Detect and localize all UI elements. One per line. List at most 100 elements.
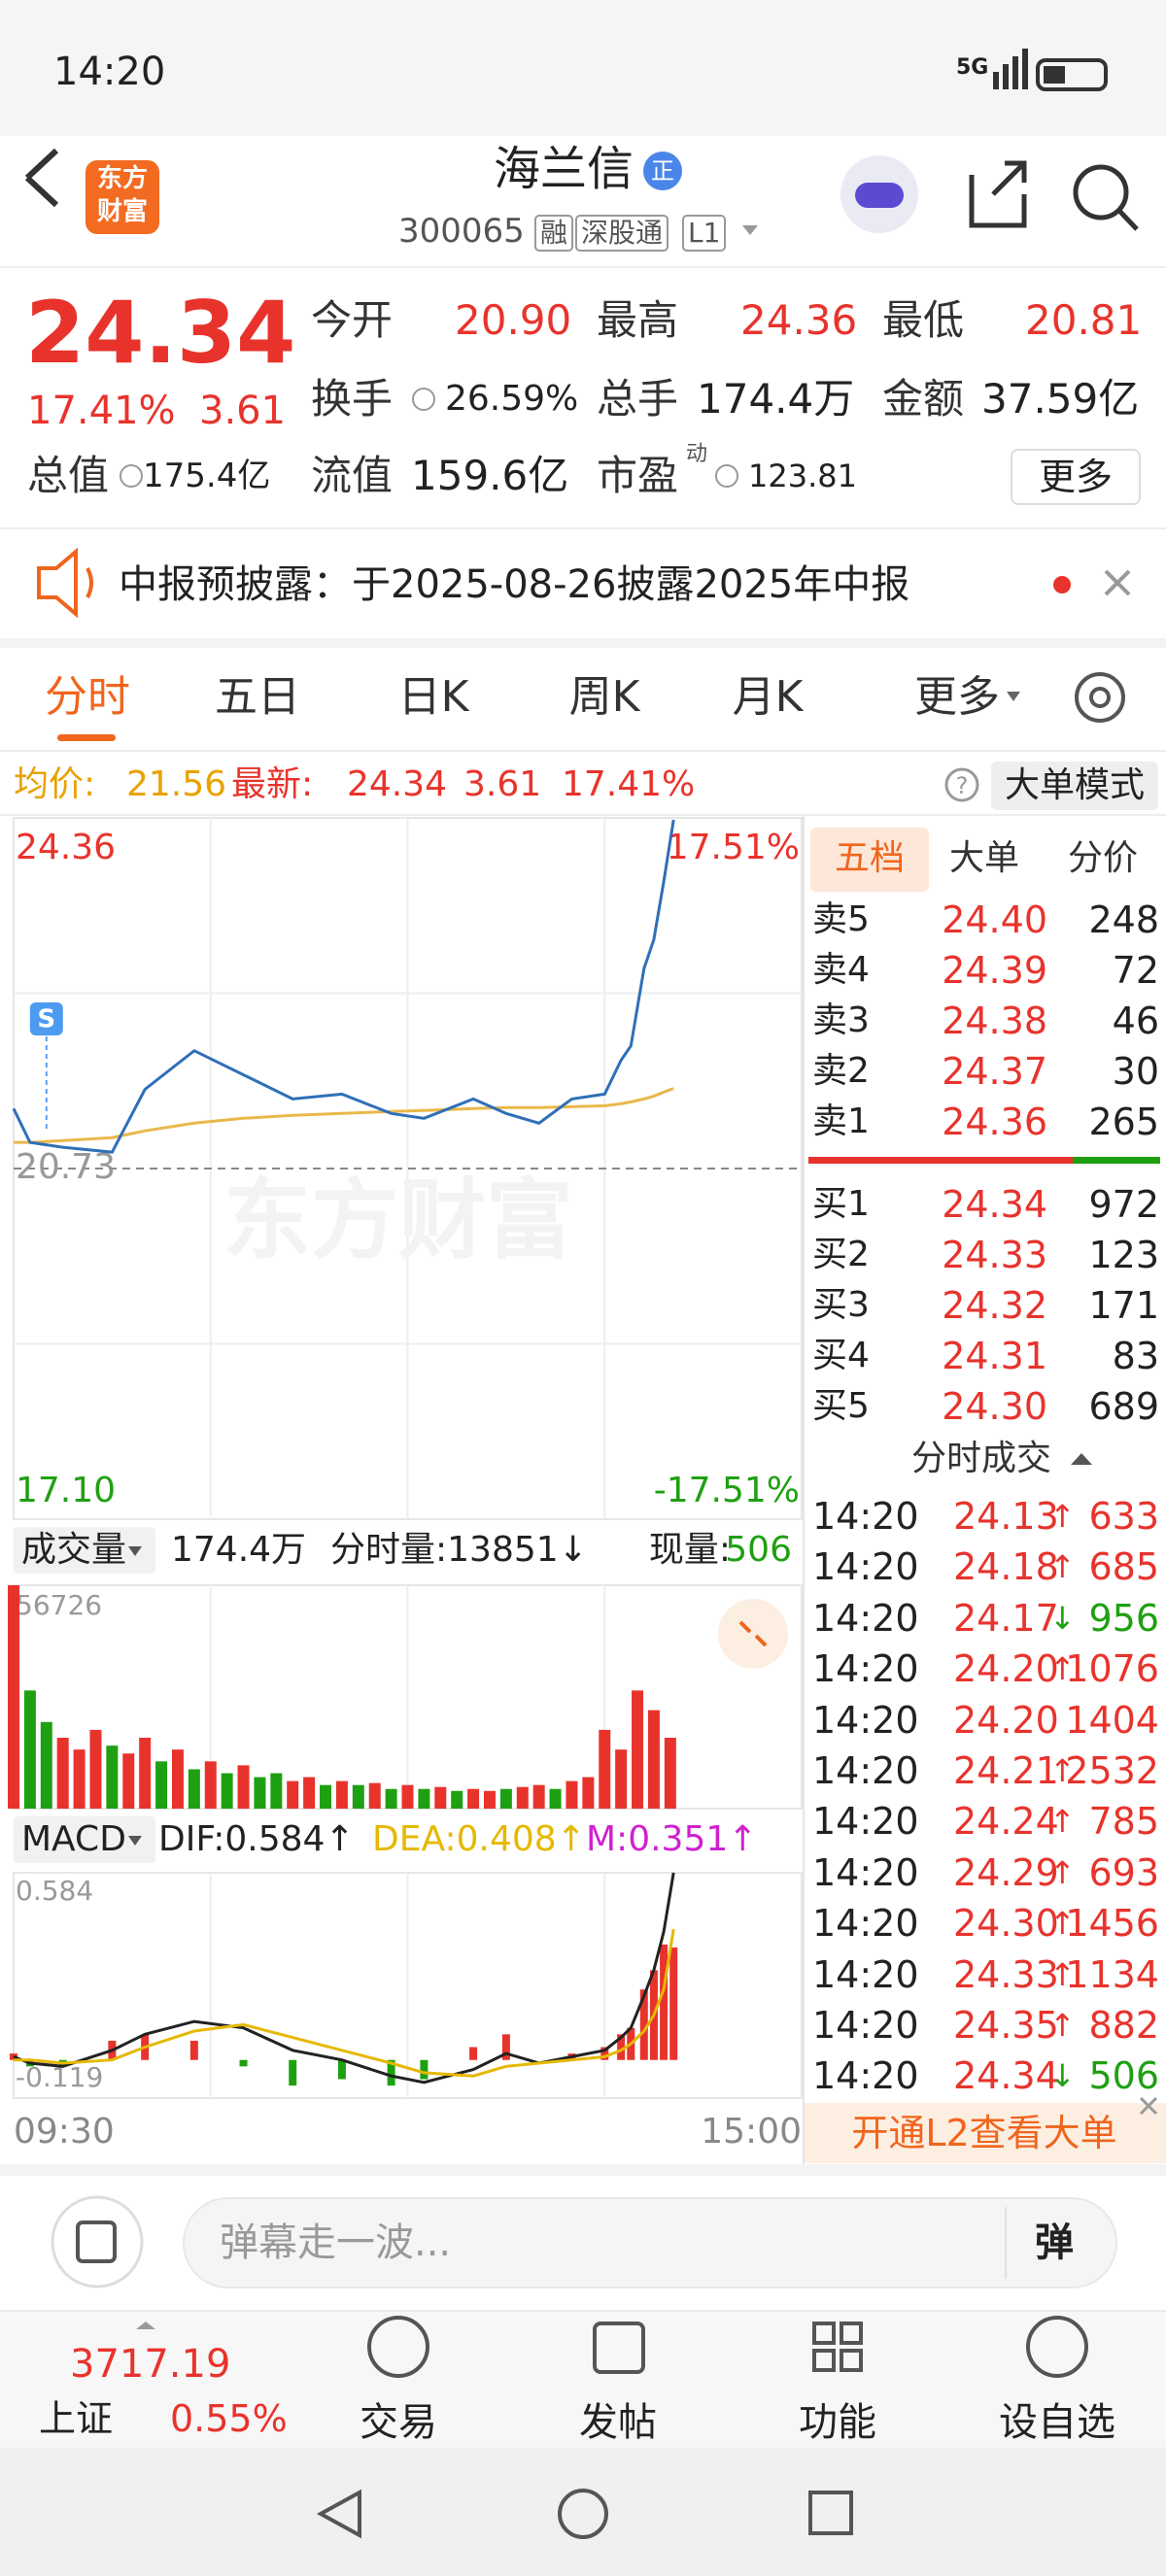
tab[interactable]: 日K: [397, 672, 469, 722]
info-icon[interactable]: [715, 464, 738, 488]
network: 5G: [956, 55, 989, 80]
divider: [0, 2164, 1166, 2176]
signal-bars: [993, 49, 1028, 89]
logo[interactable]: [86, 160, 159, 234]
volume-bar: [270, 1773, 283, 1809]
trade-price: 24.33: [953, 1952, 1059, 1996]
trade-arrow: ↓: [1049, 2057, 1076, 2095]
volume-bar: [204, 1761, 217, 1809]
watchlist-icon[interactable]: [1026, 2316, 1088, 2378]
avg-value: 21.56: [126, 764, 227, 804]
latest-value: 24.34: [347, 764, 448, 804]
volume-bar: [401, 1784, 414, 1809]
tab[interactable]: 更多: [914, 672, 1000, 722]
macd-line: [14, 1928, 675, 2078]
field-label: 市盈: [597, 452, 679, 499]
current-volume-label: 现量:: [648, 1530, 731, 1570]
divider: [0, 814, 1166, 816]
macd-line: [13, 1872, 675, 2085]
l2-banner-bg[interactable]: [805, 2103, 1166, 2163]
input-placeholder[interactable]: 弹幕走一波...: [220, 2220, 452, 2265]
function-icon[interactable]: [812, 2322, 863, 2372]
expand-button[interactable]: [718, 1599, 788, 1669]
field-value: 20.81: [1025, 296, 1143, 344]
trade-icon[interactable]: [367, 2316, 429, 2378]
close-icon[interactable]: [1104, 569, 1131, 596]
nav-item[interactable]: 交易: [360, 2400, 437, 2445]
tab[interactable]: 月K: [732, 672, 804, 722]
volume-bar: [418, 1788, 430, 1809]
search-icon[interactable]: [1073, 164, 1129, 220]
nav-back[interactable]: [316, 2489, 361, 2539]
dropdown-arrow[interactable]: [742, 225, 758, 235]
book-label: 卖4: [812, 950, 870, 990]
title-badge-bg: [643, 152, 682, 190]
notice-text[interactable]: 中报预披露：于2025-08-26披露2025年中报: [119, 562, 910, 607]
tab[interactable]: 五日: [215, 672, 300, 722]
close-icon[interactable]: [1139, 2096, 1158, 2116]
volume-bar: [532, 1784, 545, 1809]
trade-volume: 693: [1088, 1850, 1159, 1894]
share-icon[interactable]: [969, 160, 1027, 228]
current-volume: 506: [725, 1530, 792, 1570]
volume-bar: [632, 1690, 644, 1809]
tab[interactable]: 周K: [568, 672, 640, 722]
info-icon[interactable]: [412, 388, 435, 411]
tab[interactable]: 分时: [45, 672, 130, 722]
volume-bar: [566, 1780, 578, 1809]
volume-bar: [615, 1749, 628, 1809]
book-price: 24.36: [942, 1101, 1047, 1143]
spread-bar-bid: [1073, 1157, 1160, 1164]
nav-recent[interactable]: [808, 2491, 853, 2535]
orderbook-tab[interactable]: 分价: [1067, 838, 1139, 878]
book-price: 24.37: [942, 1050, 1047, 1093]
field-label: 金额: [882, 375, 965, 423]
more-button[interactable]: [1011, 449, 1141, 505]
macd-selector-label[interactable]: MACD: [21, 1819, 126, 1859]
more-button-label[interactable]: 更多: [1038, 456, 1114, 498]
settings-icon[interactable]: [1075, 672, 1125, 723]
back-arrow[interactable]: [24, 148, 59, 208]
input-pill[interactable]: [183, 2197, 1117, 2288]
trade-volume: 785: [1088, 1800, 1159, 1844]
mode-button[interactable]: [991, 762, 1158, 810]
macd-bar: [617, 2034, 626, 2060]
y-tick-label: 17.10: [16, 1471, 116, 1510]
trade-time: 14:20: [812, 1952, 919, 1996]
dropdown-arrow: [128, 1836, 142, 1846]
help-icon[interactable]: ?: [955, 772, 969, 799]
help-icon-ring[interactable]: [944, 767, 979, 802]
stock-code: 300065: [398, 212, 525, 251]
volume-bar: [40, 1721, 52, 1809]
book-price: 24.31: [942, 1335, 1047, 1377]
spread-bar-ask: [808, 1157, 1073, 1164]
danmaku-button[interactable]: 弹: [1035, 2220, 1074, 2265]
volume-bar: [483, 1790, 496, 1809]
trade-time: 14:20: [812, 1800, 919, 1844]
volume-bar: [499, 1788, 512, 1809]
macd-bar: [469, 2047, 478, 2060]
book-label: 买3: [812, 1285, 870, 1325]
orderbook-tab[interactable]: 大单: [948, 838, 1020, 878]
index-value[interactable]: 3717.19: [70, 2342, 231, 2387]
book-label: 买4: [812, 1336, 870, 1375]
price: 24.34: [25, 283, 296, 383]
menu-icon[interactable]: [51, 2195, 144, 2288]
mode-button-label[interactable]: 大单模式: [1004, 765, 1146, 805]
nav-home[interactable]: [558, 2489, 608, 2539]
book-price: 24.32: [942, 1284, 1047, 1327]
post-icon[interactable]: [593, 2322, 645, 2374]
bottom-nav-bg: [0, 2310, 1166, 2450]
orderbook-tab[interactable]: 五档: [834, 838, 906, 878]
volume-bar: [287, 1780, 299, 1809]
book-volume: 123: [1088, 1234, 1159, 1276]
macd-bar: [639, 1989, 648, 2060]
nav-item[interactable]: 设自选: [999, 2400, 1115, 2445]
nav-item[interactable]: 功能: [799, 2400, 876, 2445]
volume-selector-label[interactable]: 成交量: [21, 1530, 127, 1570]
orderbook-tab-highlight: [810, 828, 929, 892]
l2-banner[interactable]: 开通L2查看大单: [851, 2112, 1117, 2154]
nav-item[interactable]: 发帖: [579, 2400, 657, 2445]
info-icon[interactable]: [120, 464, 143, 488]
trade-price: 24.20: [953, 1647, 1059, 1691]
